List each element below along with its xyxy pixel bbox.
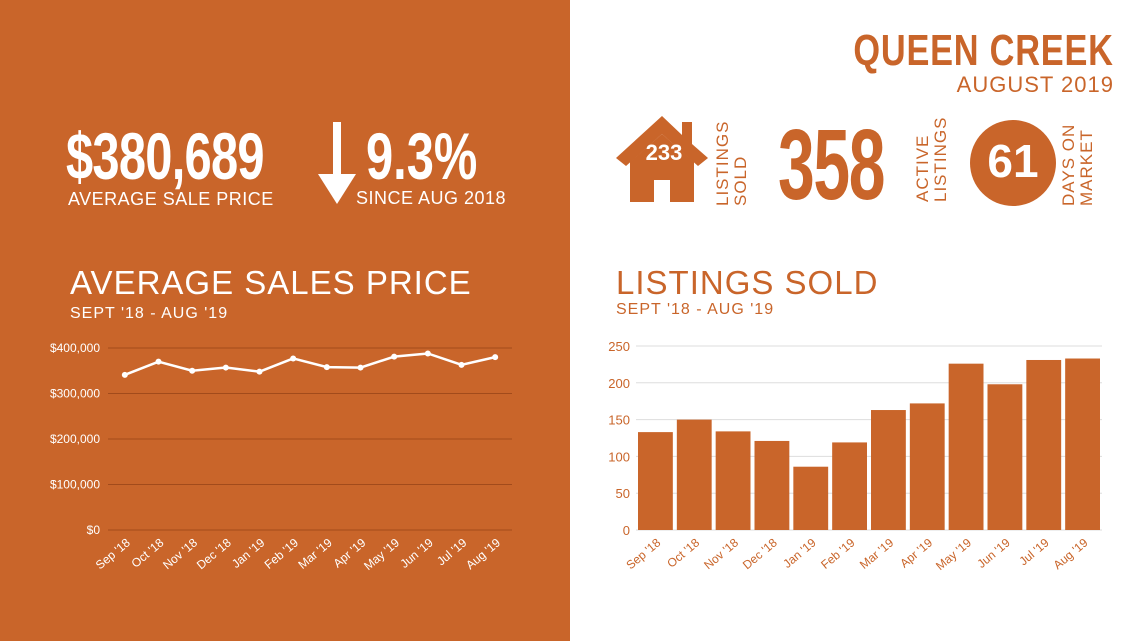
listings-sold-count: 233 [645, 140, 683, 165]
price-change-value: 9.3% [366, 119, 478, 193]
x-tick-label: Jun '19 [397, 535, 436, 571]
x-tick-label: Jul '19 [1016, 535, 1052, 568]
x-tick-label: Dec '18 [194, 535, 234, 572]
house-icon [616, 116, 708, 202]
x-tick-label: Aug '19 [1051, 535, 1091, 572]
x-tick-label: Sep '18 [623, 535, 663, 572]
bar [793, 466, 829, 530]
report-month: AUGUST 2019 [956, 72, 1114, 97]
x-tick-label: Oct '18 [129, 535, 167, 570]
active-listings-count: 358 [778, 109, 885, 221]
x-tick-label: Jun '19 [974, 535, 1013, 571]
x-tick-label: Feb '19 [262, 535, 302, 571]
bar [909, 403, 945, 530]
data-point [357, 364, 364, 371]
data-point [424, 350, 431, 357]
x-tick-label: Nov '18 [160, 535, 200, 572]
x-tick-label: Aug '19 [463, 535, 503, 572]
bar [754, 440, 790, 530]
data-point [256, 368, 263, 375]
data-point [155, 358, 162, 365]
y-tick-label: 150 [608, 413, 630, 428]
city-title: QUEEN CREEK [853, 26, 1114, 75]
y-tick-label: 50 [616, 486, 630, 501]
y-tick-label: $100,000 [50, 478, 100, 492]
bar [715, 431, 751, 530]
days-on-market-count: 61 [987, 135, 1039, 187]
y-tick-label: 250 [608, 339, 630, 354]
data-point [189, 367, 196, 374]
x-tick-label: Mar '19 [295, 535, 335, 571]
bar [832, 442, 867, 530]
y-tick-label: $400,000 [50, 341, 100, 355]
y-tick-label: 200 [608, 376, 630, 391]
x-tick-label: Apr '19 [897, 535, 935, 570]
avg-price-chart-title: AVERAGE SALES PRICE [70, 264, 472, 301]
bar [871, 410, 906, 530]
listings-sold-chart-title: LISTINGS SOLD [616, 264, 879, 301]
data-point [458, 361, 465, 368]
x-tick-label: Mar '19 [857, 535, 897, 571]
down-arrow-icon [318, 122, 356, 204]
data-point [492, 354, 499, 361]
x-tick-label: Nov '18 [701, 535, 741, 572]
bar [638, 432, 673, 530]
data-point [323, 364, 330, 371]
avg-price-line-chart: $0 $100,000 $200,000 $300,000 $400,000 Sep '1… [50, 341, 512, 573]
x-tick-label: May '19 [361, 535, 402, 573]
data-point [391, 353, 398, 360]
y-tick-label: $300,000 [50, 387, 100, 401]
series-line [124, 352, 496, 377]
x-tick-label: Feb '19 [818, 535, 858, 571]
x-tick-label: Oct '18 [664, 535, 702, 570]
x-tick-label: Jan '19 [780, 535, 819, 571]
bar [1065, 358, 1100, 530]
days-on-market-badge: 61 [970, 120, 1056, 206]
days-on-market-label: DAYS ON MARKET [1059, 123, 1096, 206]
x-tick-label: Sep '18 [93, 535, 133, 572]
y-tick-label: $200,000 [50, 432, 100, 446]
bar [1026, 359, 1062, 530]
bar [948, 363, 984, 530]
y-tick-label: 100 [608, 449, 630, 464]
data-point [121, 371, 128, 378]
price-change-label: SINCE AUG 2018 [356, 188, 507, 208]
left-panel: $380,689 AVERAGE SALE PRICE 9.3% SINCE A… [0, 0, 570, 641]
bar [987, 384, 1023, 530]
x-tick-label: Jan '19 [229, 535, 268, 571]
average-price-value: $380,689 [66, 119, 265, 193]
bar [676, 419, 712, 530]
data-point [222, 364, 229, 371]
x-tick-label: Dec '18 [740, 535, 780, 572]
right-panel: QUEEN CREEK AUGUST 2019 233 LISTINGS SOL… [570, 0, 1140, 641]
data-point [290, 355, 297, 362]
listings-sold-chart-subtitle: SEPT '18 - AUG '19 [616, 301, 775, 318]
listings-sold-label: LISTINGS SOLD [713, 120, 750, 206]
y-tick-label: $0 [87, 523, 101, 537]
x-tick-label: May '19 [933, 535, 974, 573]
average-price-label: AVERAGE SALE PRICE [68, 189, 274, 209]
y-tick-label: 0 [623, 523, 630, 538]
active-listings-label: ACTIVE LISTINGS [913, 116, 950, 202]
avg-price-chart-subtitle: SEPT '18 - AUG '19 [70, 305, 229, 322]
